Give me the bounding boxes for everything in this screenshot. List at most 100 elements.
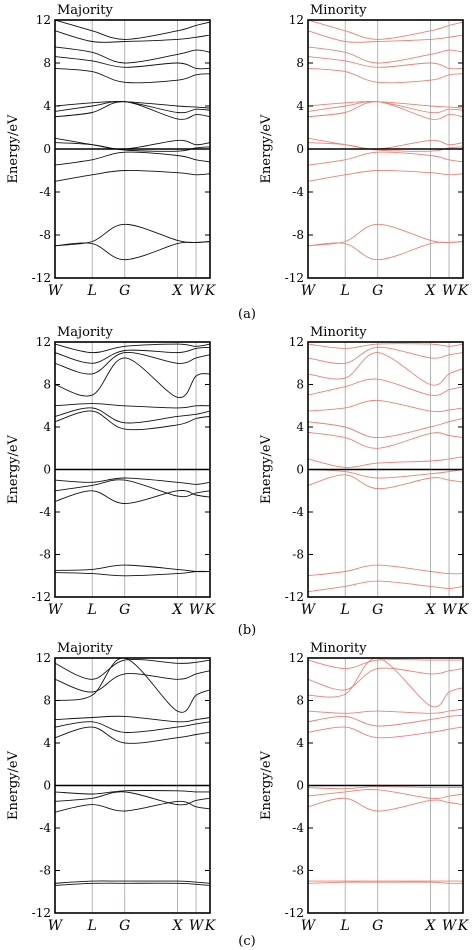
y-tick-label: 4 — [43, 736, 51, 750]
kpoint-label-L: L — [340, 283, 350, 299]
y-tick-label: -4 — [39, 185, 51, 199]
band-line-5 — [55, 477, 210, 485]
y-axis-label: Energy/eV — [259, 114, 274, 184]
y-tick-label: -8 — [292, 228, 304, 242]
bands — [308, 658, 463, 884]
band-line-10 — [55, 670, 210, 693]
band-line-6 — [55, 726, 210, 744]
kpoint-label-X: X — [171, 283, 183, 299]
kpoint-label-X: X — [424, 602, 436, 618]
band-line-4 — [55, 479, 210, 498]
band-line-4 — [308, 789, 463, 799]
panel-title: Minority — [310, 3, 367, 18]
band-line-13 — [308, 30, 463, 43]
kpoint-label-K: K — [204, 602, 217, 618]
y-tick-label: 4 — [296, 99, 304, 113]
band-line-10 — [55, 67, 210, 84]
band-line-1 — [308, 580, 463, 593]
kpoint-label-G: G — [119, 283, 130, 299]
band-line-3 — [308, 797, 463, 812]
kpoint-label-K: K — [204, 283, 217, 299]
band-line-11 — [308, 56, 463, 70]
y-tick-label: -12 — [32, 906, 51, 920]
y-tick-label: 12 — [36, 13, 51, 27]
kpoint-label-W: W — [301, 602, 317, 618]
band-line-3 — [308, 169, 463, 182]
y-tick-label: -4 — [292, 185, 304, 199]
band-line-8 — [308, 708, 463, 714]
y-tick-label: 0 — [296, 142, 304, 156]
kpoint-label-W: W — [442, 283, 458, 299]
kpoint-label-L: L — [340, 918, 350, 934]
band-line-12 — [55, 343, 210, 354]
bands — [55, 20, 210, 261]
y-tick-label: 12 — [289, 651, 304, 665]
band-line-9 — [308, 101, 463, 109]
kpoint-label-K: K — [457, 602, 470, 618]
kpoint-label-W: W — [442, 918, 458, 934]
bands — [308, 20, 463, 261]
y-tick-label: 12 — [289, 335, 304, 349]
band-line-5 — [308, 786, 463, 790]
band-line-4 — [308, 151, 463, 166]
y-tick-label: 8 — [296, 56, 304, 70]
kpoint-label-G: G — [119, 602, 130, 618]
panel-title: Minority — [310, 641, 367, 656]
band-line-10 — [308, 352, 463, 386]
y-tick-label: 12 — [289, 13, 304, 27]
band-line-2 — [55, 882, 210, 886]
panel-title: Majority — [57, 325, 114, 340]
band-line-1 — [55, 570, 210, 577]
band-line-9 — [308, 658, 463, 708]
band-line-8 — [55, 101, 210, 114]
y-tick-label: -4 — [292, 505, 304, 519]
kpoint-label-W: W — [301, 283, 317, 299]
band-line-11 — [55, 56, 210, 70]
band-line-12 — [308, 46, 463, 64]
band-line-7 — [308, 418, 463, 439]
band-line-10 — [55, 352, 210, 375]
y-axis-label: Energy/eV — [6, 114, 21, 184]
y-tick-label: -12 — [32, 271, 51, 285]
y-tick-label: -8 — [39, 864, 51, 878]
kpoint-label-W: W — [189, 602, 205, 618]
band-line-3 — [55, 490, 210, 504]
y-tick-label: -8 — [292, 864, 304, 878]
band-line-6 — [308, 137, 463, 150]
kpoint-label-K: K — [457, 283, 470, 299]
kpoint-label-X: X — [424, 283, 436, 299]
band-line-5 — [55, 790, 210, 795]
y-tick-label: -12 — [285, 590, 304, 604]
y-tick-label: 8 — [43, 694, 51, 708]
y-tick-label: -4 — [39, 821, 51, 835]
panel-title: Minority — [310, 325, 367, 340]
band-line-3 — [55, 169, 210, 182]
band-line-9 — [55, 101, 210, 109]
y-tick-label: 0 — [296, 463, 304, 477]
band-line-7 — [55, 101, 210, 120]
band-line-9 — [55, 357, 210, 398]
y-tick-label: -8 — [39, 548, 51, 562]
y-tick-label: 8 — [296, 694, 304, 708]
bands — [55, 343, 210, 577]
y-tick-label: 4 — [43, 420, 51, 434]
kpoint-label-K: K — [457, 918, 470, 934]
bands — [55, 658, 210, 886]
panel-title: Majority — [57, 3, 114, 18]
y-tick-label: -8 — [39, 228, 51, 242]
y-tick-label: 4 — [296, 420, 304, 434]
y-axis-label: Energy/eV — [259, 750, 274, 820]
band-line-11 — [55, 659, 210, 680]
band-line-7 — [55, 407, 210, 424]
y-tick-label: 0 — [43, 779, 51, 793]
kpoint-label-X: X — [171, 918, 183, 934]
band-line-10 — [308, 667, 463, 691]
band-line-2 — [55, 564, 210, 573]
kpoint-label-X: X — [171, 602, 183, 618]
band-line-6 — [308, 726, 463, 739]
